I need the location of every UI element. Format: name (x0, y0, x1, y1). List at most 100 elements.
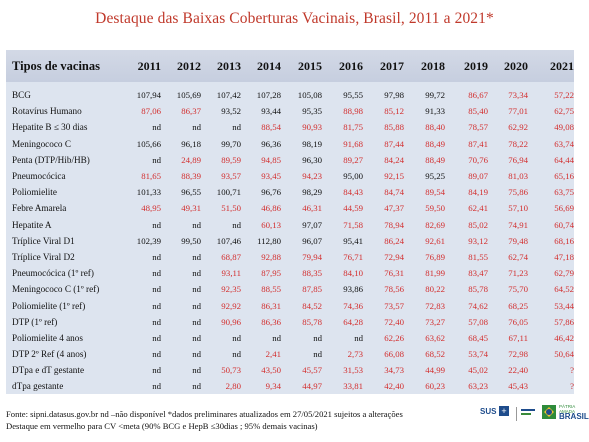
table-row: DTpa e dT gestante nd nd 50,73 43,50 45,57 31,… (6, 362, 574, 378)
coverage-value-cell: nd (192, 251, 201, 262)
coverage-value-cell: 82,69 (425, 219, 445, 230)
coverage-value-cell: 95,00 (343, 171, 363, 182)
coverage-value-cell: 85,02 (468, 219, 488, 230)
coverage-value-cell: 49,31 (181, 203, 201, 214)
coverage-value-cell: 76,89 (425, 251, 445, 262)
coverage-value-cell: 76,31 (384, 268, 404, 279)
vaccine-name-cell: Rotavírus Humano (12, 106, 82, 117)
coverage-value-cell: 94,85 (261, 154, 281, 165)
coverage-value-cell: 60,23 (425, 381, 445, 392)
coverage-table-panel: Tipos de vacinas 2011 2012 2013 2014 201… (6, 50, 574, 394)
column-header: 2014 (257, 59, 281, 73)
vaccine-name-cell: Poliomielite 4 anos (12, 332, 83, 343)
coverage-value-cell: nd (192, 300, 201, 311)
coverage-value-cell: 90,93 (302, 122, 322, 133)
table-row: Febre Amarela 48,95 49,31 51,50 46,86 46,31 44… (6, 200, 574, 216)
coverage-value-cell: nd (232, 349, 241, 360)
sus-cross-icon: + (499, 406, 509, 416)
vaccine-name-cell: Pneumocócica (1º ref) (12, 268, 94, 279)
coverage-value-cell: 87,06 (141, 106, 161, 117)
coverage-value-cell: 76,71 (343, 251, 363, 262)
coverage-value-cell: 93,45 (261, 171, 281, 182)
coverage-value-cell: 93,86 (343, 284, 363, 295)
table-row: DTP (1º ref) nd nd 90,96 86,36 85,78 64,28 72,4… (6, 314, 574, 330)
table-row: Poliomielite 4 anos nd nd nd nd nd nd 62,26 63,6… (6, 330, 574, 346)
coverage-value-cell: 92,61 (425, 235, 445, 246)
column-header: Tipos de vacinas (12, 59, 100, 73)
coverage-value-cell: 57,22 (554, 90, 574, 101)
column-header: 2018 (421, 59, 445, 73)
coverage-value-cell: 45,57 (302, 365, 322, 376)
coverage-value-cell: 43,50 (261, 365, 281, 376)
coverage-value-cell: 73,34 (508, 90, 528, 101)
coverage-value-cell: 81,03 (508, 171, 528, 182)
table-row: Tríplice Viral D2 nd nd 68,87 92,88 79,94 76,7… (6, 249, 574, 265)
coverage-value-cell: 63,23 (468, 381, 488, 392)
column-header: 2015 (298, 59, 322, 73)
vaccine-name-cell: DTP (1º ref) (12, 316, 58, 327)
vaccine-name-cell: Febre Amarela (12, 203, 67, 214)
coverage-value-cell: 62,75 (554, 106, 574, 117)
coverage-value-cell: 96,18 (181, 138, 201, 149)
coverage-value-cell: 78,94 (384, 219, 404, 230)
coverage-value-cell: 44,97 (302, 381, 322, 392)
table-header-band (6, 50, 574, 82)
column-header: 2019 (464, 59, 488, 73)
coverage-value-cell: 56,69 (554, 203, 574, 214)
coverage-value-cell: 78,57 (468, 122, 488, 133)
coverage-value-cell: 46,42 (554, 332, 574, 343)
coverage-value-cell: 93,44 (261, 106, 281, 117)
coverage-value-cell: 84,24 (384, 154, 404, 165)
coverage-value-cell: 84,10 (343, 268, 363, 279)
coverage-value-cell: 68,25 (508, 300, 528, 311)
coverage-value-cell: 86,24 (384, 235, 404, 246)
coverage-value-cell: 64,28 (343, 316, 363, 327)
table-row: Rotavírus Humano 87,06 86,37 93,52 93,44 95,3… (6, 103, 574, 119)
coverage-value-cell: nd (152, 332, 161, 343)
coverage-value-cell: 107,46 (216, 235, 241, 246)
government-logos: SUS + PÁTRIA AMADA BRASIL (480, 404, 589, 426)
coverage-value-cell: 44,99 (425, 365, 445, 376)
coverage-value-cell: 34,73 (384, 365, 404, 376)
coverage-value-cell: 45,43 (508, 381, 528, 392)
coverage-value-cell: 67,11 (508, 332, 528, 343)
coverage-value-cell: 80,22 (425, 284, 445, 295)
coverage-value-cell: 87,41 (468, 138, 488, 149)
coverage-value-cell: 105,69 (176, 90, 201, 101)
sus-logo: SUS (480, 407, 497, 416)
coverage-value-cell: 72,98 (508, 349, 528, 360)
column-header: 2011 (137, 59, 161, 73)
coverage-value-cell: 60,74 (554, 219, 574, 230)
coverage-value-cell: 88,54 (261, 122, 281, 133)
coverage-value-cell: 31,53 (343, 365, 363, 376)
coverage-value-cell: 96,76 (261, 187, 281, 198)
brazil-flag-icon (542, 405, 556, 419)
coverage-value-cell: 92,15 (384, 171, 404, 182)
coverage-value-cell: 78,22 (508, 138, 528, 149)
column-header: 2013 (217, 59, 241, 73)
coverage-value-cell: 46,86 (261, 203, 281, 214)
coverage-value-cell: 85,88 (384, 122, 404, 133)
coverage-value-cell: 96,55 (181, 187, 201, 198)
coverage-value-cell: 46,31 (302, 203, 322, 214)
coverage-value-cell: 62,26 (384, 332, 404, 343)
coverage-value-cell: 112,80 (257, 235, 281, 246)
coverage-value-cell: 88,40 (425, 122, 445, 133)
coverage-value-cell: 53,44 (554, 300, 574, 311)
coverage-value-cell: 87,44 (384, 138, 404, 149)
coverage-value-cell: 91,68 (343, 138, 363, 149)
coverage-value-cell: 101,33 (136, 187, 161, 198)
coverage-value-cell: 48,95 (141, 203, 161, 214)
coverage-value-cell: 68,16 (554, 235, 574, 246)
coverage-value-cell: 9,34 (265, 381, 281, 392)
table-row: BCG 107,94 105,69 107,42 107,28 105,08 95,55 97… (6, 87, 574, 103)
coverage-value-cell: 97,98 (384, 90, 404, 101)
vaccine-name-cell: Hepatite B ≤ 30 dias (12, 122, 88, 133)
table-row: Poliomielite (1º ref) nd nd 92,92 86,31 84,52… (6, 297, 574, 313)
coverage-value-cell: 71,23 (508, 268, 528, 279)
coverage-value-cell: 53,74 (468, 349, 488, 360)
coverage-value-cell: 87,85 (302, 284, 322, 295)
coverage-table: Tipos de vacinas 2011 2012 2013 2014 201… (6, 53, 574, 395)
coverage-value-cell: 105,08 (297, 90, 322, 101)
coverage-value-cell: nd (192, 219, 201, 230)
